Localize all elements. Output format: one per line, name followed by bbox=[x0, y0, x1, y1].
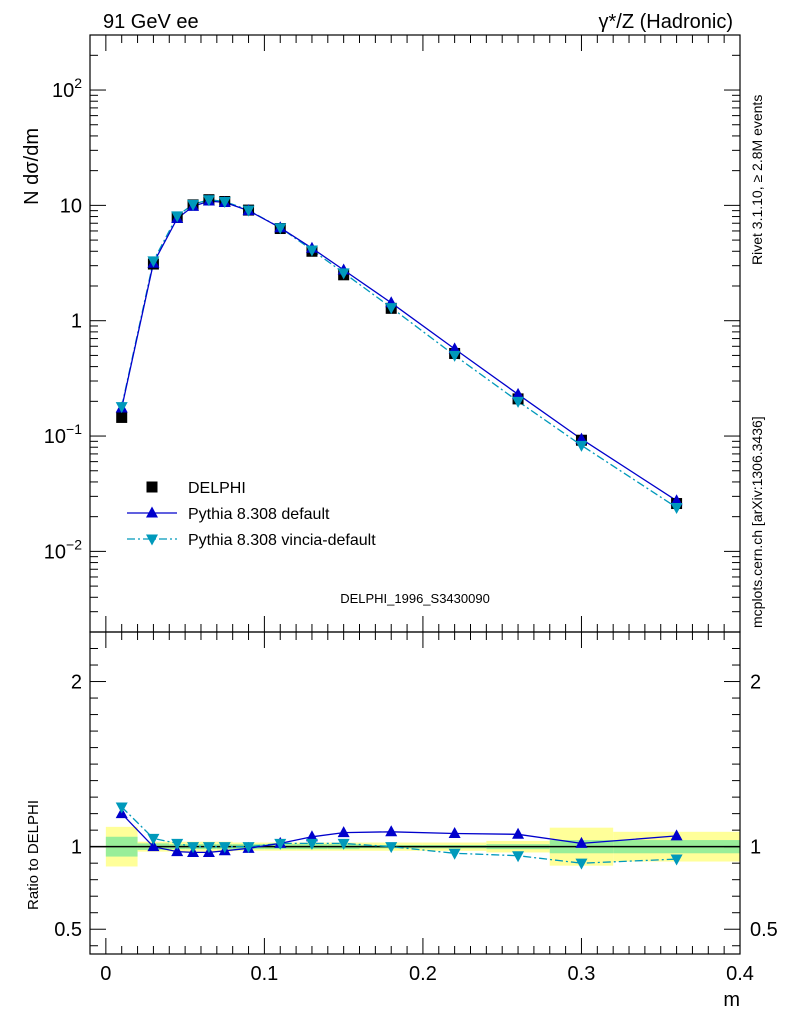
vincia-point bbox=[305, 245, 318, 257]
vincia-ratio-point bbox=[670, 854, 683, 866]
header-left: 91 GeV ee bbox=[103, 11, 199, 33]
analysis-id-label: DELPHI_1996_S3430090 bbox=[340, 591, 490, 606]
vincia-ratio-point bbox=[202, 842, 215, 854]
vincia-ratio-point bbox=[218, 842, 231, 854]
default-ratio-point bbox=[337, 826, 350, 838]
vincia-point bbox=[575, 440, 588, 452]
legend-marker bbox=[146, 506, 158, 518]
vincia-point bbox=[171, 211, 184, 223]
legend-label: Pythia 8.308 default bbox=[188, 506, 330, 523]
rivet-version-label: Rivet 3.1.10, ≥ 2.8M events bbox=[749, 95, 765, 265]
main-y-tick-label: 1 bbox=[71, 311, 82, 333]
default-ratio-point bbox=[385, 825, 398, 837]
main-y-tick-label: 10−1 bbox=[44, 421, 82, 448]
vincia-ratio-point bbox=[115, 802, 128, 814]
main-y-tick-label: 10−2 bbox=[44, 536, 82, 563]
legend-label: Pythia 8.308 vincia-default bbox=[188, 532, 376, 549]
legend-marker bbox=[146, 481, 158, 493]
default-ratio-point bbox=[575, 836, 588, 848]
vincia-point bbox=[385, 303, 398, 315]
mcplots-label: mcplots.cern.ch [arXiv:1306.3436] bbox=[749, 416, 765, 628]
ratio-y-tick-label: 2 bbox=[71, 672, 82, 694]
ratio-plot-frame bbox=[89, 631, 741, 955]
ratio-y-axis-label: Ratio to DELPHI bbox=[25, 800, 42, 910]
vincia-point bbox=[274, 223, 287, 235]
legend-marker bbox=[146, 534, 158, 546]
default-ratio-point bbox=[512, 827, 525, 839]
x-tick-label: 0.2 bbox=[409, 963, 437, 985]
vincia-ratio-point bbox=[512, 851, 525, 863]
default-curve bbox=[121, 200, 677, 502]
x-tick-label: 0 bbox=[100, 963, 111, 985]
delphi-data-point bbox=[116, 411, 128, 423]
main-y-tick-label: 102 bbox=[52, 75, 82, 102]
ratio-y-tick-label-right: 0.5 bbox=[750, 919, 778, 941]
vincia-ratio-point bbox=[187, 842, 200, 854]
ratio-y-tick-label: 1 bbox=[71, 837, 82, 859]
default-point bbox=[670, 494, 683, 506]
ratio-y-tick-label-right: 1 bbox=[750, 837, 761, 859]
default-ratio-point bbox=[147, 840, 160, 852]
default-point bbox=[448, 342, 461, 354]
default-ratio-point bbox=[670, 829, 683, 841]
vincia-point bbox=[115, 402, 128, 414]
ratio-y-tick-label-right: 2 bbox=[750, 672, 761, 694]
legend-label: DELPHI bbox=[188, 480, 246, 497]
vincia-ratio-point bbox=[337, 838, 350, 850]
vincia-point bbox=[218, 197, 231, 209]
vincia-ratio-point bbox=[385, 842, 398, 854]
x-tick-label: 0.4 bbox=[726, 963, 754, 985]
vincia-point bbox=[242, 205, 255, 217]
x-tick-label: 0.1 bbox=[250, 963, 278, 985]
main-y-tick-label: 10 bbox=[60, 195, 82, 217]
x-tick-label: 0.3 bbox=[568, 963, 596, 985]
vincia-ratio-point bbox=[448, 848, 461, 860]
vincia-ratio-point bbox=[171, 838, 184, 850]
x-axis-label: m bbox=[723, 989, 740, 1011]
vincia-ratio-point bbox=[147, 833, 160, 845]
vincia-point bbox=[448, 350, 461, 362]
default-ratio-point bbox=[171, 845, 184, 857]
main-y-axis-label: N dσ/dm bbox=[21, 128, 43, 205]
vincia-point bbox=[337, 268, 350, 280]
legend: DELPHI Pythia 8.308 default Pythia 8.308 v… bbox=[127, 480, 376, 549]
vincia-point bbox=[187, 199, 200, 211]
default-ratio-point bbox=[448, 826, 461, 838]
vincia-ratio-point bbox=[242, 842, 255, 854]
vincia-point bbox=[202, 195, 215, 207]
vincia-curve bbox=[121, 199, 677, 509]
vincia-ratio-point bbox=[274, 838, 287, 850]
default-ratio-point bbox=[305, 830, 318, 842]
vincia-point bbox=[147, 256, 160, 268]
header-right: γ*/Z (Hadronic) bbox=[599, 11, 733, 33]
default-point bbox=[512, 387, 525, 399]
ratio-y-tick-label: 0.5 bbox=[54, 919, 82, 941]
vincia-point bbox=[512, 396, 525, 408]
vincia-ratio-point bbox=[305, 838, 318, 850]
vincia-point bbox=[670, 503, 683, 515]
vincia-ratio-point bbox=[575, 858, 588, 870]
